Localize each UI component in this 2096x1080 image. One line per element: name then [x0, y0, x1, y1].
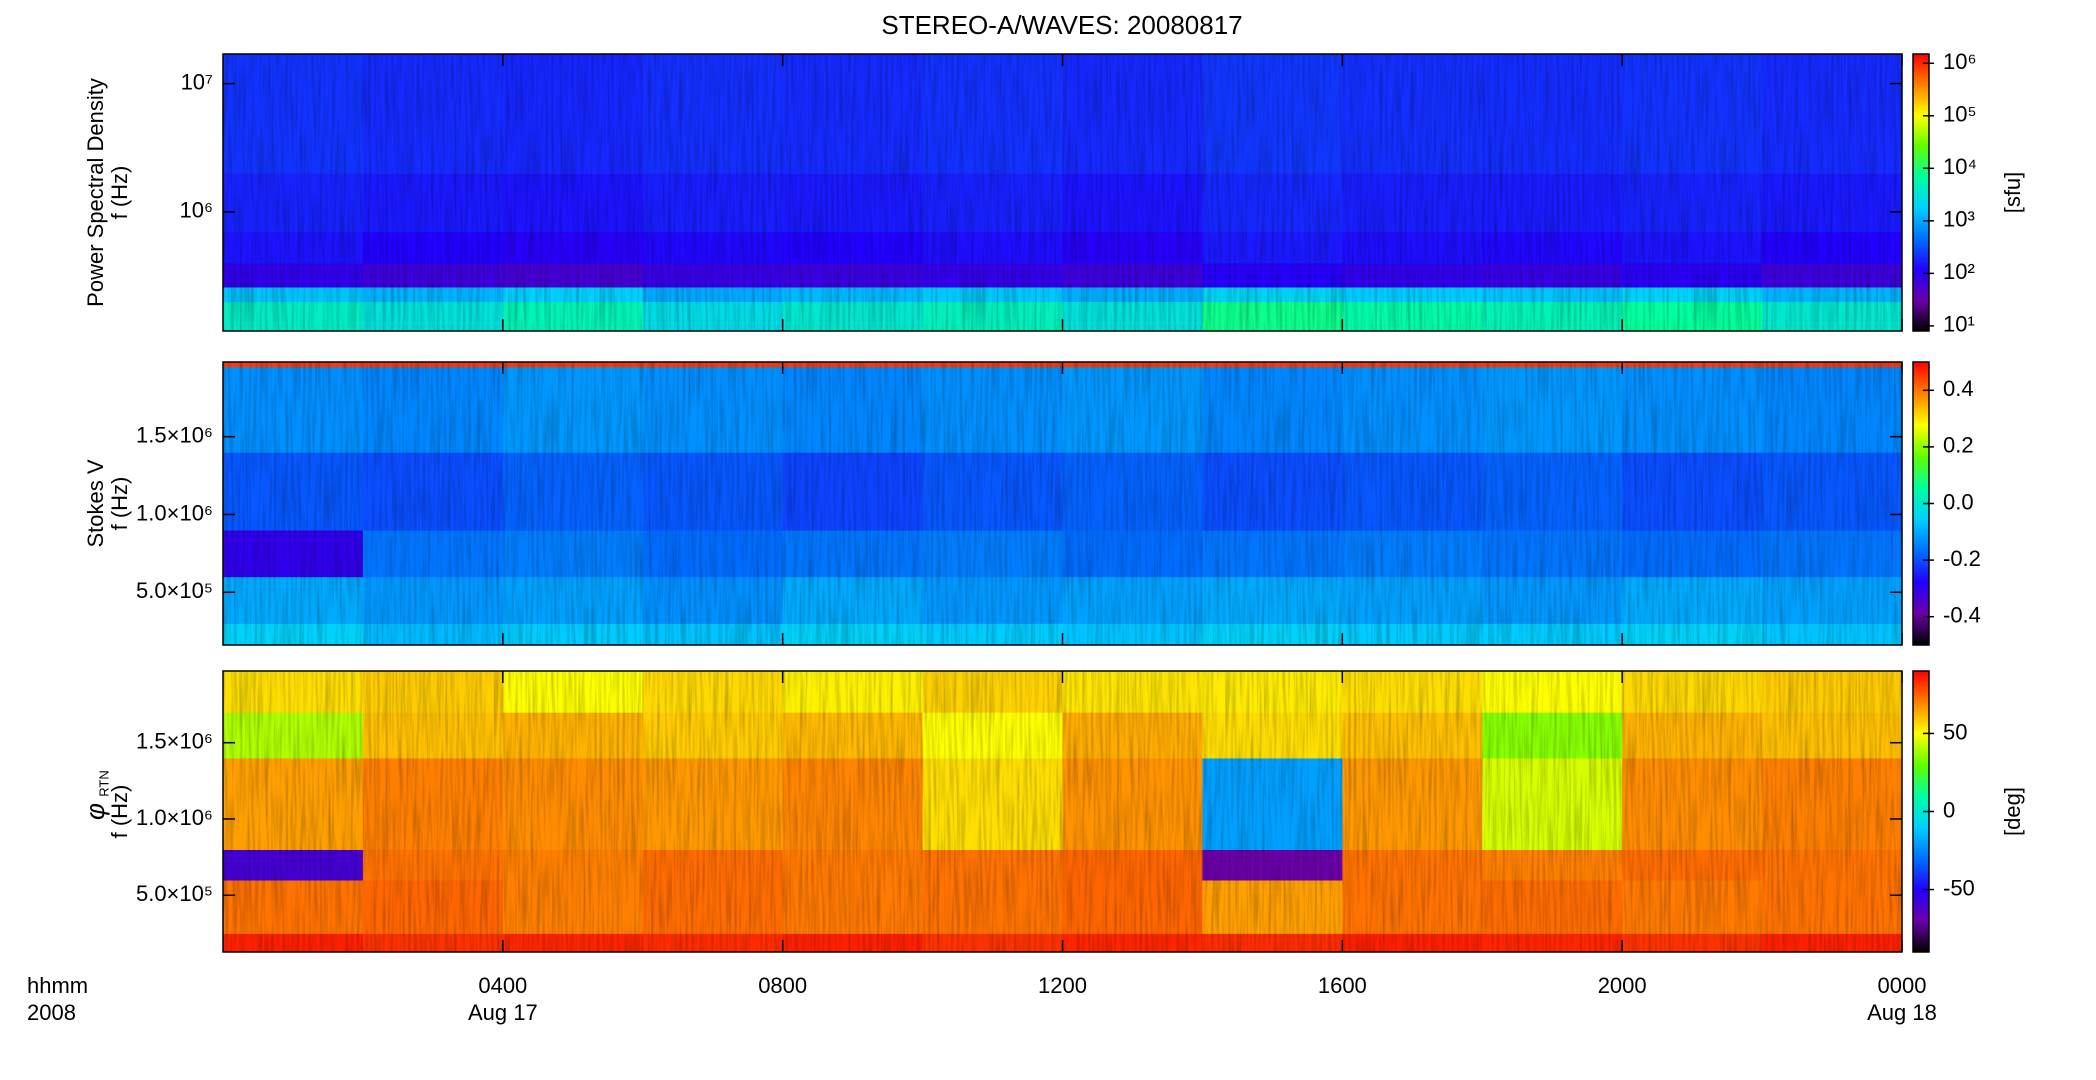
x-date-label: Aug 17 — [468, 1000, 538, 1025]
y-tick-label: 1.5×10⁶ — [136, 729, 213, 754]
y-axis-label: f (Hz) — [107, 166, 132, 220]
colorbar-tick-label: 50 — [1943, 719, 1967, 744]
colorbar-tick-label: 10⁵ — [1943, 102, 1977, 127]
texture — [223, 54, 1902, 331]
x-tick-label: 1600 — [1318, 973, 1367, 998]
y-axis-label-subscript: RTN — [96, 770, 111, 796]
colorbar-tick-label: 0.0 — [1943, 489, 1974, 514]
y-axis-label: φ — [80, 803, 110, 820]
x-tick-label: 1200 — [1038, 973, 1087, 998]
colorbar-tick-label: 10⁴ — [1943, 154, 1977, 179]
x-axis-label: 2008 — [27, 1000, 76, 1025]
x-date-label: Aug 18 — [1867, 1000, 1937, 1025]
colorbar-tick-label: 10³ — [1943, 207, 1975, 232]
colorbar-tick-label: -0.4 — [1943, 603, 1981, 628]
x-tick-label: 0000 — [1878, 973, 1927, 998]
y-tick-label: 5.0×10⁵ — [136, 578, 213, 603]
colorbar-tick-label: -50 — [1943, 875, 1975, 900]
colorbar-tick-label: 10⁶ — [1943, 49, 1977, 74]
y-axis-label: Power Spectral Density — [83, 78, 108, 307]
y-axis-label: Stokes V — [83, 459, 108, 547]
colorbar — [1912, 53, 1930, 332]
x-tick-label: 0400 — [478, 973, 527, 998]
colorbar-label: [sfu] — [2000, 172, 2025, 214]
colorbar-tick-label: 0.4 — [1943, 376, 1974, 401]
y-tick-label: 10⁷ — [181, 69, 213, 94]
y-axis-label: f (Hz) — [107, 477, 132, 531]
colorbar-tick-label: 10² — [1943, 259, 1975, 284]
colorbar-tick-label: 0.2 — [1943, 433, 1974, 458]
y-tick-label: 1.0×10⁶ — [136, 805, 213, 830]
texture — [223, 671, 1902, 952]
x-tick-label: 2000 — [1598, 973, 1647, 998]
colorbar-tick-label: 0 — [1943, 797, 1955, 822]
y-tick-label: 1.0×10⁶ — [136, 500, 213, 525]
x-axis-label: hhmm — [27, 973, 88, 998]
y-tick-label: 10⁶ — [179, 198, 213, 223]
colorbar-tick-label: 10¹ — [1943, 312, 1975, 337]
y-tick-label: 5.0×10⁵ — [136, 881, 213, 906]
texture — [223, 362, 1902, 645]
y-tick-label: 1.5×10⁶ — [136, 422, 213, 447]
chart-title: STEREO-A/WAVES: 20080817 — [881, 10, 1242, 40]
colorbar-label: [deg] — [2000, 787, 2025, 836]
colorbar-tick-label: -0.2 — [1943, 546, 1981, 571]
x-tick-label: 0800 — [758, 973, 807, 998]
y-axis-label: f (Hz) — [107, 785, 132, 839]
